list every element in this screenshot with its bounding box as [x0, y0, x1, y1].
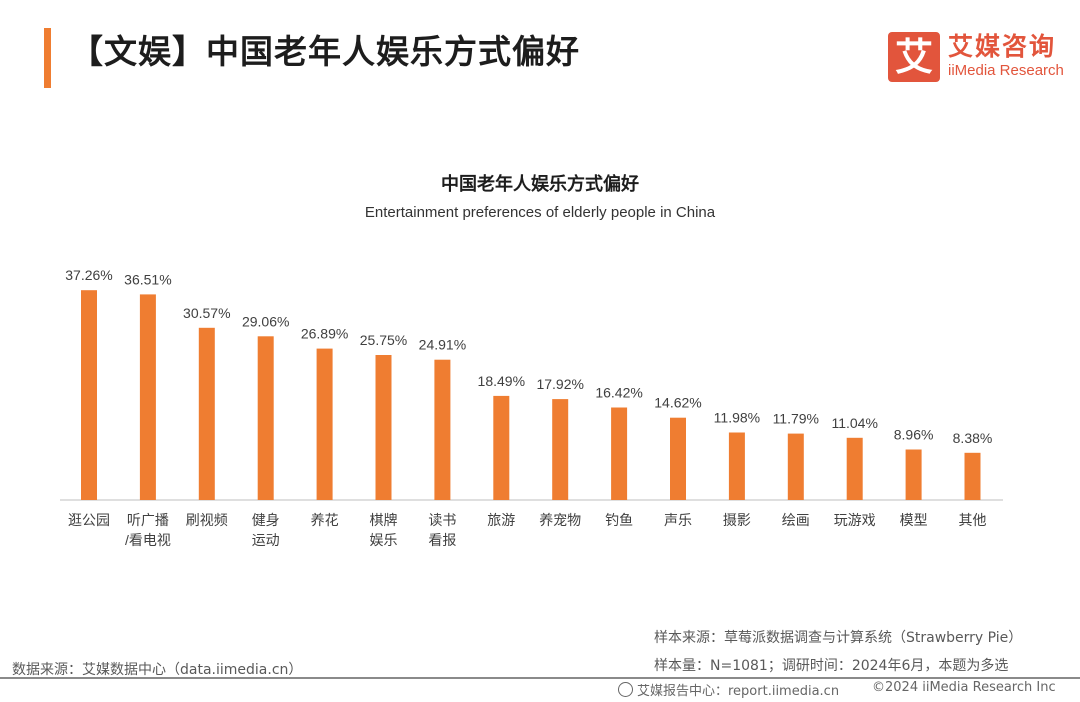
- bar: [434, 359, 451, 500]
- data-source-note: 数据来源：艾媒数据中心（data.iimedia.cn）: [12, 662, 303, 678]
- category-label: 钓鱼: [605, 512, 633, 528]
- data-label: 11.79%: [773, 411, 819, 427]
- logo-cn-text: 艾媒咨询: [948, 32, 1057, 61]
- data-label: 16.42%: [595, 385, 642, 401]
- data-label: 17.92%: [536, 376, 583, 392]
- data-label: 36.51%: [124, 271, 171, 287]
- footer-report-center: 艾媒报告中心：report.iimedia.cn: [618, 680, 839, 699]
- data-label: 11.04%: [831, 415, 877, 431]
- category-label: 刷视频: [186, 512, 228, 528]
- chart-title: 中国老年人娱乐方式偏好: [441, 174, 639, 195]
- data-label: 25.75%: [360, 332, 407, 348]
- data-label: 30.57%: [183, 305, 230, 321]
- bar: [257, 336, 274, 500]
- title-accent-bar: [44, 28, 51, 88]
- bar: [728, 432, 745, 500]
- sample-source-note: 样本来源：草莓派数据调查与计算系统（Strawberry Pie）: [654, 630, 1023, 646]
- data-label: 37.26%: [65, 267, 112, 283]
- category-label: 养宠物: [539, 512, 581, 528]
- bar: [139, 294, 156, 500]
- data-label: 8.38%: [953, 430, 993, 446]
- data-label: 26.89%: [301, 326, 348, 342]
- category-label: 运动: [252, 532, 280, 548]
- data-label: 29.06%: [242, 313, 289, 329]
- category-label: 绘画: [782, 512, 810, 528]
- data-label: 24.91%: [419, 337, 466, 353]
- category-label: 棋牌: [370, 512, 398, 528]
- bar: [493, 395, 510, 500]
- category-label: 养花: [311, 512, 339, 528]
- bar: [81, 290, 97, 500]
- bar: [375, 355, 392, 500]
- bar: [964, 452, 981, 500]
- bar: [846, 437, 863, 500]
- sample-size-note: 样本量：N=1081；调研时间：2024年6月，本题为多选: [654, 658, 1009, 674]
- bar: [905, 449, 922, 500]
- data-label: 14.62%: [654, 395, 701, 411]
- category-label: 其他: [959, 512, 987, 528]
- category-label: 摄影: [723, 512, 751, 528]
- category-label: 看报: [428, 532, 456, 548]
- category-label: 健身: [252, 512, 280, 528]
- iimedia-logo: 艾 艾媒咨询 iiMedia Research: [888, 32, 1068, 84]
- bar: [611, 407, 628, 500]
- bar: [316, 348, 333, 500]
- bar: [787, 433, 804, 500]
- data-label: 18.49%: [478, 373, 525, 389]
- category-label: 声乐: [664, 512, 692, 528]
- footer-report-text: 艾媒报告中心：report.iimedia.cn: [637, 684, 840, 699]
- category-label: 读书: [428, 512, 456, 528]
- bar: [670, 417, 686, 500]
- logo-en-text: iiMedia Research: [948, 62, 1064, 79]
- globe-icon: [618, 682, 633, 697]
- data-label: 8.96%: [894, 427, 934, 443]
- bar: [552, 399, 569, 500]
- category-label: 逛公园: [68, 512, 110, 528]
- page-title: 【文娱】中国老年人娱乐方式偏好: [70, 32, 580, 71]
- category-label: 玩游戏: [834, 512, 876, 528]
- category-label: 听广播: [127, 512, 169, 528]
- category-label: 旅游: [487, 512, 515, 528]
- data-label: 11.98%: [714, 410, 760, 426]
- footer-divider: [0, 677, 1080, 679]
- bar: [198, 327, 215, 500]
- chart-subtitle: Entertainment preferences of elderly peo…: [364, 204, 716, 221]
- category-label: 娱乐: [370, 532, 398, 548]
- logo-mark: 艾: [888, 32, 940, 82]
- category-label: /看电视: [125, 532, 171, 548]
- footer-copyright: ©2024 iiMedia Research Inc: [872, 680, 1056, 695]
- category-label: 模型: [900, 512, 928, 528]
